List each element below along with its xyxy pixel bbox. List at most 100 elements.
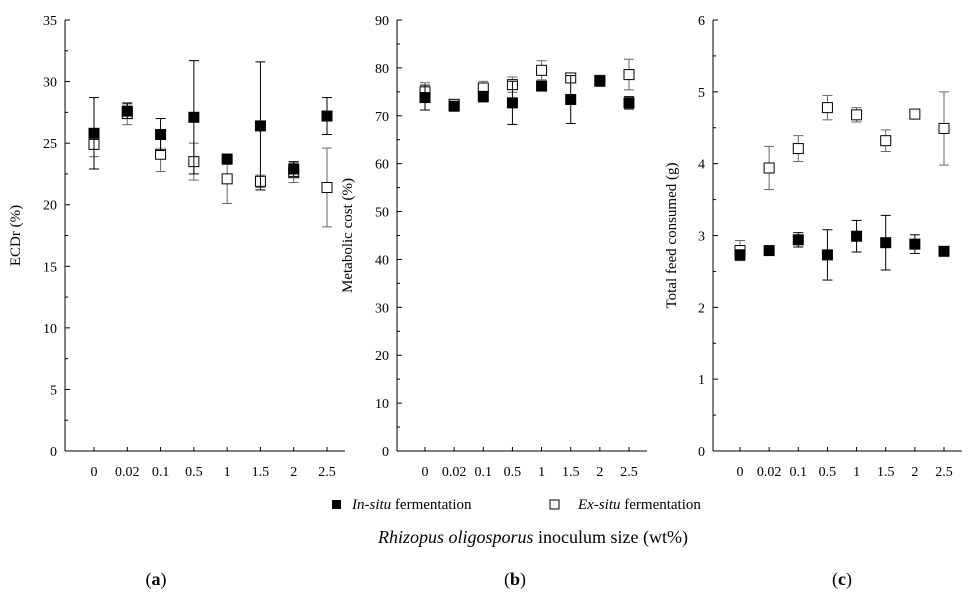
data-point-in-situ bbox=[121, 105, 133, 117]
x-tick-label: 2 bbox=[290, 465, 297, 480]
y-tick-label: 1 bbox=[698, 373, 705, 388]
y-tick-label: 0 bbox=[698, 445, 705, 460]
y-tick-label: 10 bbox=[375, 397, 389, 412]
y-tick-label: 0 bbox=[50, 445, 57, 460]
panel-label-b: (b) bbox=[504, 569, 526, 590]
data-point-in-situ bbox=[565, 93, 577, 105]
x-tick-label: 0.5 bbox=[504, 465, 522, 480]
panel-label-a-letter: a bbox=[152, 569, 161, 589]
data-point-in-situ bbox=[88, 127, 100, 139]
x-tick-label: 0.1 bbox=[152, 465, 170, 480]
y-tick-label: 20 bbox=[43, 199, 57, 214]
panel-label-b-letter: b bbox=[510, 569, 520, 589]
data-point-in-situ bbox=[851, 230, 863, 242]
y-axis-title: Total feed consumed (g) bbox=[664, 163, 680, 309]
x-axis-label-rest: inoculum size (wt%) bbox=[534, 527, 688, 548]
data-point-ex-situ bbox=[536, 64, 548, 76]
x-tick-label: 0 bbox=[91, 465, 98, 480]
data-point-in-situ bbox=[419, 92, 431, 104]
x-tick-label: 2.5 bbox=[935, 465, 953, 480]
data-point-ex-situ bbox=[909, 108, 921, 120]
y-tick-label: 20 bbox=[375, 349, 389, 364]
x-tick-label: 0.5 bbox=[185, 465, 203, 480]
panel-label-c: (c) bbox=[832, 569, 852, 590]
data-point-in-situ bbox=[909, 238, 921, 250]
x-tick-label: 1 bbox=[853, 465, 860, 480]
x-tick-label: 0.5 bbox=[819, 465, 837, 480]
legend-marker-in-situ bbox=[332, 500, 341, 509]
y-tick-label: 10 bbox=[43, 322, 57, 337]
x-tick-label: 2 bbox=[596, 465, 603, 480]
data-point-ex-situ bbox=[321, 181, 333, 193]
y-tick-label: 6 bbox=[698, 14, 705, 29]
data-point-ex-situ bbox=[851, 109, 863, 121]
y-tick-label: 60 bbox=[375, 158, 389, 173]
y-tick-label: 80 bbox=[375, 62, 389, 77]
y-tick-label: 30 bbox=[43, 76, 57, 91]
y-tick-label: 25 bbox=[43, 137, 57, 152]
data-point-in-situ bbox=[506, 97, 518, 109]
legend-label-in-situ-italic: In-situ bbox=[351, 497, 391, 513]
data-point-ex-situ bbox=[821, 102, 833, 114]
data-point-in-situ bbox=[938, 245, 950, 257]
y-tick-label: 15 bbox=[43, 260, 57, 275]
panel-label-a: (a) bbox=[146, 569, 167, 590]
y-tick-label: 4 bbox=[698, 158, 705, 173]
data-point-in-situ bbox=[155, 129, 167, 141]
x-tick-label: 2.5 bbox=[318, 465, 336, 480]
legend-label-ex-situ-rest: fermentation bbox=[621, 497, 702, 513]
legend-marker-ex-situ bbox=[549, 499, 560, 510]
x-tick-label: 1 bbox=[224, 465, 231, 480]
y-tick-label: 0 bbox=[382, 445, 389, 460]
data-point-ex-situ bbox=[623, 69, 635, 81]
y-tick-label: 40 bbox=[375, 253, 389, 268]
x-tick-label: 1.5 bbox=[252, 465, 270, 480]
legend-label-in-situ: In-situ fermentation bbox=[351, 497, 472, 513]
data-point-in-situ bbox=[254, 120, 266, 132]
data-point-in-situ bbox=[821, 249, 833, 261]
data-point-in-situ bbox=[221, 153, 233, 165]
x-tick-label: 0.1 bbox=[790, 465, 808, 480]
data-point-in-situ bbox=[536, 80, 548, 92]
data-point-ex-situ bbox=[221, 173, 233, 185]
x-tick-label: 1 bbox=[538, 465, 545, 480]
data-point-in-situ bbox=[188, 111, 200, 123]
data-point-in-situ bbox=[734, 249, 746, 261]
y-tick-label: 50 bbox=[375, 206, 389, 221]
x-tick-label: 1.5 bbox=[877, 465, 895, 480]
chart-panel-c: 0 1 2 3 4 5 6 0 0.02 0.1 0.5 1 1.5 2 2.5 Total feed con… bbox=[664, 14, 962, 480]
chart-panel-b: 0 10 20 30 40 50 60 70 80 90 0 0.02 0.1 0.5 1 1.5 2 2.5 Me… bbox=[340, 14, 647, 480]
legend: In-situ fermentation Ex-situ fermentatio… bbox=[332, 497, 701, 513]
y-tick-label: 5 bbox=[50, 383, 57, 398]
x-tick-label: 0.02 bbox=[115, 465, 140, 480]
data-point-ex-situ bbox=[792, 143, 804, 155]
y-tick-label: 70 bbox=[375, 110, 389, 125]
legend-label-ex-situ-italic: Ex-situ bbox=[577, 497, 621, 513]
x-tick-label: 2.5 bbox=[620, 465, 638, 480]
chart-panel-a: 0 5 10 15 20 25 30 35 0 0.02 0.1 0.5 1 1.5 2 2.5 ECDr (%… bbox=[8, 14, 345, 480]
legend-label-ex-situ: Ex-situ fermentation bbox=[577, 497, 701, 513]
y-tick-label: 35 bbox=[43, 14, 57, 29]
data-point-in-situ bbox=[477, 91, 489, 103]
x-tick-label: 0 bbox=[422, 465, 429, 480]
data-point-in-situ bbox=[288, 163, 300, 175]
y-tick-label: 30 bbox=[375, 301, 389, 316]
data-point-in-situ bbox=[880, 237, 892, 249]
y-axis-title: ECDr (%) bbox=[8, 205, 24, 266]
data-point-ex-situ bbox=[880, 135, 892, 147]
x-tick-label: 0 bbox=[737, 465, 744, 480]
data-point-in-situ bbox=[763, 245, 775, 257]
x-tick-label: 1.5 bbox=[562, 465, 580, 480]
data-point-in-situ bbox=[623, 97, 635, 109]
y-tick-label: 3 bbox=[698, 230, 705, 245]
x-tick-label: 2 bbox=[911, 465, 918, 480]
data-point-in-situ bbox=[594, 75, 606, 87]
data-point-in-situ bbox=[321, 110, 333, 122]
x-tick-label: 0.1 bbox=[475, 465, 493, 480]
x-tick-label: 0.02 bbox=[757, 465, 782, 480]
x-tick-label: 0.02 bbox=[442, 465, 467, 480]
y-axis-title: Metabolic cost (%) bbox=[340, 178, 356, 293]
data-point-in-situ bbox=[792, 234, 804, 246]
legend-label-in-situ-rest: fermentation bbox=[391, 497, 472, 513]
